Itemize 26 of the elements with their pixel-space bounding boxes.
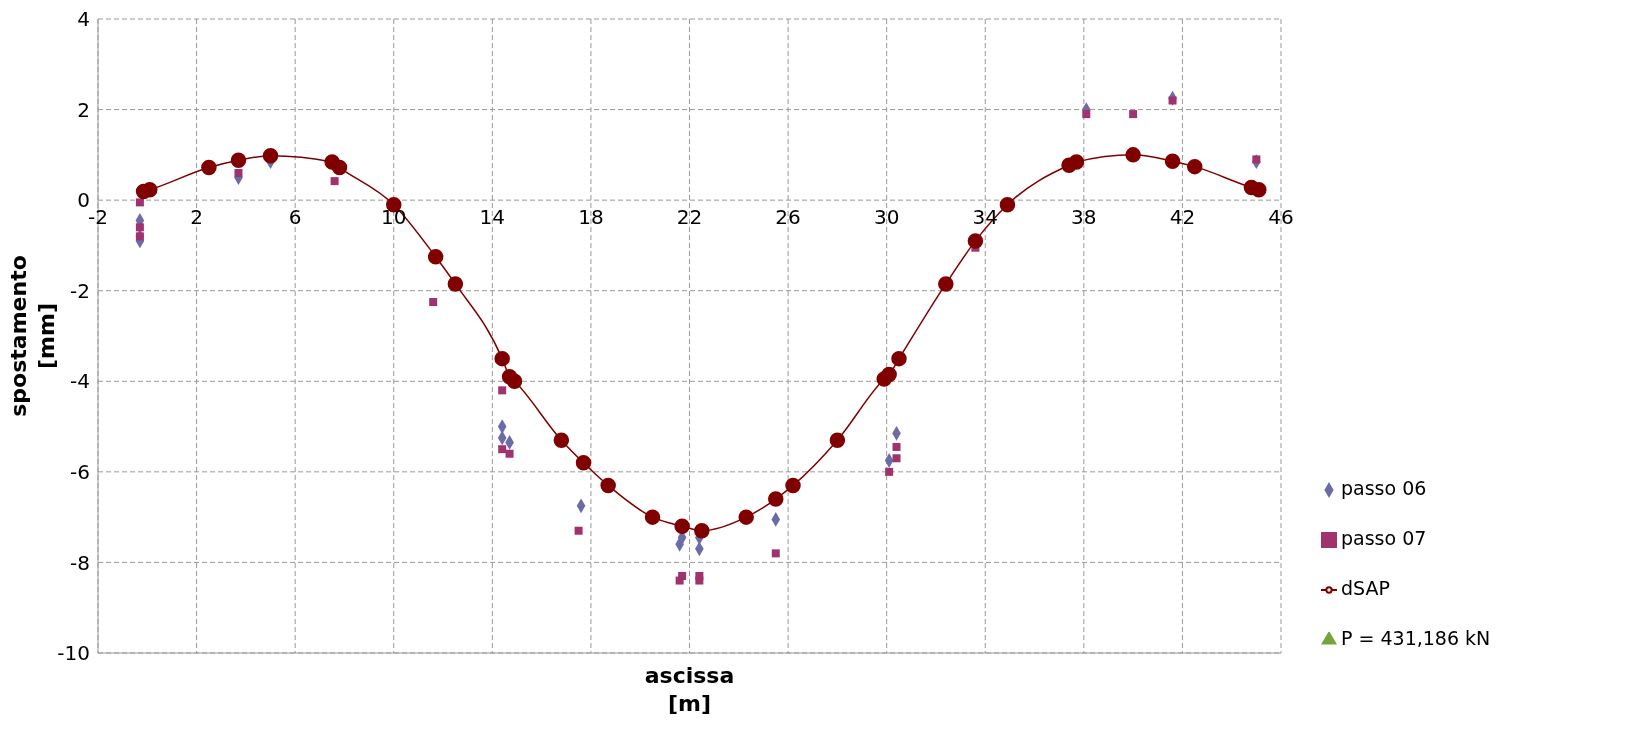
y-tick-label: -10 [57, 641, 90, 666]
x-tick-label: 14 [479, 205, 506, 230]
y-tick-label: 4 [77, 7, 90, 32]
legend-label: dSAP [1341, 577, 1390, 599]
y-tick-label: 0 [77, 188, 90, 213]
x-tick-label: 46 [1268, 205, 1294, 230]
x-tick-label: 30 [873, 205, 900, 230]
x-tick-label: 38 [1071, 205, 1097, 230]
x-tick-label: 18 [578, 205, 604, 230]
x-tick-label: 6 [288, 205, 302, 230]
legend-label: passo 06 [1341, 477, 1427, 499]
x-tick-label: 10 [381, 205, 407, 230]
x-tick-label: 34 [972, 205, 998, 230]
x-tick-label: 2 [190, 205, 203, 230]
x-tick-label: 26 [775, 205, 801, 230]
y-tick-label: -2 [70, 278, 90, 303]
legend-label: passo 07 [1341, 527, 1427, 549]
x-axis-title: ascissa [m] [644, 663, 735, 716]
y-tick-label: -8 [70, 550, 90, 575]
y-axis-title: spostamento [mm] [6, 255, 59, 417]
y-tick-label: 2 [77, 97, 90, 122]
x-tick-label: 22 [676, 205, 703, 230]
y-tick-label: -6 [70, 459, 90, 484]
y-tick-label: -4 [70, 369, 90, 394]
legend-label: P = 431,186 kN [1341, 627, 1491, 649]
x-tick-label: 42 [1169, 205, 1196, 230]
